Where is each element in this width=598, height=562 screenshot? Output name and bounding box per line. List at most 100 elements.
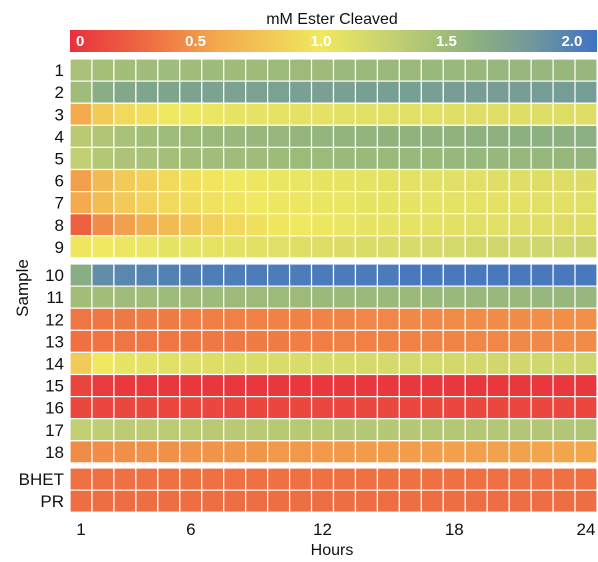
heatmap-cell bbox=[332, 440, 357, 464]
heatmap-cell bbox=[332, 285, 357, 309]
heatmap-cell bbox=[530, 191, 554, 215]
heatmap-cell bbox=[223, 373, 247, 398]
heatmap-cell bbox=[113, 213, 137, 237]
heatmap-cell bbox=[223, 191, 247, 215]
heatmap-cell bbox=[69, 440, 93, 464]
heatmap-cell bbox=[398, 396, 422, 420]
heatmap-cell bbox=[574, 235, 598, 259]
heatmap-cell bbox=[135, 58, 159, 82]
heatmap-cell bbox=[223, 418, 247, 442]
heatmap-cell bbox=[552, 102, 576, 126]
heatmap-cell bbox=[420, 263, 444, 287]
heatmap-cell bbox=[69, 213, 93, 237]
heatmap-cell bbox=[486, 396, 510, 420]
heatmap-cell bbox=[113, 58, 137, 82]
heatmap-cell bbox=[552, 467, 576, 491]
heatmap-cell bbox=[113, 440, 137, 464]
heatmap-cell bbox=[267, 440, 291, 464]
heatmap-cell bbox=[574, 307, 598, 331]
heatmap-cell bbox=[398, 351, 422, 376]
heatmap-cell bbox=[135, 467, 159, 491]
heatmap-cell bbox=[574, 418, 598, 442]
heatmap-cell bbox=[288, 58, 313, 82]
heatmap-cell bbox=[245, 285, 269, 309]
heatmap-cell bbox=[530, 102, 554, 126]
heatmap-cell bbox=[442, 351, 466, 376]
heatmap-cell bbox=[574, 168, 598, 193]
heatmap-cell bbox=[530, 307, 554, 331]
heatmap-cell bbox=[552, 191, 576, 215]
heatmap-cell bbox=[201, 191, 225, 215]
heatmap-cell bbox=[508, 124, 532, 149]
heatmap-cell bbox=[267, 146, 291, 171]
heatmap-cell bbox=[223, 80, 247, 104]
heatmap-cells bbox=[69, 58, 598, 513]
heatmap-cell bbox=[223, 213, 247, 237]
heatmap-cell bbox=[530, 351, 554, 376]
heatmap-cell bbox=[201, 263, 225, 287]
heatmap-cell bbox=[530, 213, 554, 237]
heatmap-cell bbox=[552, 168, 576, 193]
colorbar-tick-label: 1.5 bbox=[436, 33, 457, 50]
heatmap-cell bbox=[530, 124, 554, 149]
heatmap-cell bbox=[223, 168, 247, 193]
heatmap-cell bbox=[552, 235, 576, 259]
heatmap-cell bbox=[288, 440, 313, 464]
heatmap-cell bbox=[245, 489, 269, 513]
heatmap-cell bbox=[398, 373, 422, 398]
heatmap-cell bbox=[310, 235, 335, 259]
heatmap-cell bbox=[310, 168, 335, 193]
heatmap-cell bbox=[486, 285, 510, 309]
heatmap-cell bbox=[91, 373, 115, 398]
heatmap-cell bbox=[376, 467, 400, 491]
heatmap-cell bbox=[267, 418, 291, 442]
heatmap-cell bbox=[530, 329, 554, 353]
heatmap-cell bbox=[69, 235, 93, 259]
heatmap-cell bbox=[201, 418, 225, 442]
heatmap-cell bbox=[135, 329, 159, 353]
heatmap-cell bbox=[398, 329, 422, 353]
heatmap-cell bbox=[332, 146, 357, 171]
heatmap-cell bbox=[310, 102, 335, 126]
heatmap-cell bbox=[157, 263, 181, 287]
heatmap-cell bbox=[464, 351, 488, 376]
heatmap-cell bbox=[552, 80, 576, 104]
heatmap-cell bbox=[310, 440, 335, 464]
heatmap-cell bbox=[376, 124, 400, 149]
heatmap-cell bbox=[420, 440, 444, 464]
heatmap-cell bbox=[442, 285, 466, 309]
heatmap-cell bbox=[574, 329, 598, 353]
heatmap-cell bbox=[179, 263, 203, 287]
heatmap-cell bbox=[420, 191, 444, 215]
heatmap-cell bbox=[288, 285, 313, 309]
heatmap-cell bbox=[201, 168, 225, 193]
heatmap-cell bbox=[135, 168, 159, 193]
heatmap-cell bbox=[157, 58, 181, 82]
heatmap-cell bbox=[179, 124, 203, 149]
heatmap-cell bbox=[223, 489, 247, 513]
heatmap-cell bbox=[267, 396, 291, 420]
heatmap-cell bbox=[310, 396, 335, 420]
heatmap-cell bbox=[508, 80, 532, 104]
heatmap-cell bbox=[332, 307, 357, 331]
heatmap-cell bbox=[354, 235, 379, 259]
heatmap-cell bbox=[332, 373, 357, 398]
heatmap-cell bbox=[552, 351, 576, 376]
heatmap-cell bbox=[179, 213, 203, 237]
heatmap-cell bbox=[91, 307, 115, 331]
heatmap-cell bbox=[508, 102, 532, 126]
heatmap-cell bbox=[223, 440, 247, 464]
heatmap-cell bbox=[113, 191, 137, 215]
heatmap-cell bbox=[354, 58, 379, 82]
heatmap-cell bbox=[157, 285, 181, 309]
heatmap-cell bbox=[245, 80, 269, 104]
heatmap-cell bbox=[69, 263, 93, 287]
heatmap-cell bbox=[398, 307, 422, 331]
heatmap-cell bbox=[552, 58, 576, 82]
heatmap-cell bbox=[179, 235, 203, 259]
heatmap-cell bbox=[113, 489, 137, 513]
heatmap-cell bbox=[486, 80, 510, 104]
heatmap-cell bbox=[398, 263, 422, 287]
heatmap-cell bbox=[420, 146, 444, 171]
heatmap-cell bbox=[69, 124, 93, 149]
